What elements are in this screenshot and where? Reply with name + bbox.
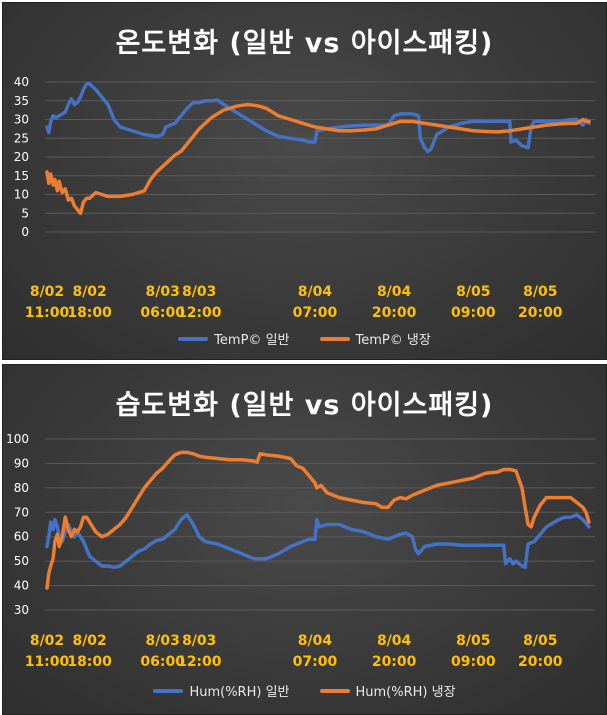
hum-y-tick-label: 80 [14,481,29,495]
temp-x-tick-date: 8/02 [30,284,64,300]
temp-x-tick-date: 8/04 [377,284,412,300]
hum-x-tick-date: 8/02 [72,633,106,649]
legend-item-hum-normal: Hum(%RH) 일반 [153,681,290,700]
temp-x-tick-time: 20:00 [518,305,563,321]
hum-y-tick-label: 60 [14,530,29,544]
humidity-chart-plot: 304050607080901008/0211:008/0218:008/030… [6,432,595,670]
temp-y-tick-label: 20 [14,150,29,164]
temperature-chart-title: 온도변화 (일반 vs 아이스패킹) [115,28,494,59]
legend-item-hum-cold: Hum(%RH) 냉장 [319,681,456,700]
legend-label-temp-cold: TemP© 냉장 [355,333,431,348]
legend-label-temp-normal: TemP© 일반 [214,333,290,348]
hum-y-tick-label: 100 [6,432,29,446]
humidity-chart-title: 습도변화 (일반 vs 아이스패킹) [115,390,494,421]
hum-y-tick-label: 90 [14,456,29,470]
hum-x-tick-time: 06:00 [140,654,185,670]
hum-y-tick-label: 40 [14,579,29,593]
legend-swatch-temp-normal [178,336,209,341]
hum-x-tick-time: 09:00 [451,654,496,670]
temp-x-tick-time: 18:00 [67,305,112,321]
temp-y-tick-label: 35 [14,94,29,108]
temp-x-tick-time: 12:00 [177,305,222,321]
hum-x-tick-time: 07:00 [293,654,338,670]
hum-x-tick-time: 18:00 [67,654,112,670]
temp-x-tick-date: 8/04 [298,284,333,300]
hum-x-tick-time: 20:00 [372,654,417,670]
temp-x-tick-date: 8/03 [182,284,216,300]
temperature-chart-panel: 온도변화 (일반 vs 아이스패킹) 0 5 10 15 20 25 30 35 40 8/02 1… [2,2,607,360]
temp-series-line-1 [45,102,591,216]
humidity-chart-legend: Hum(%RH) 일반 Hum(%RH) 냉장 [3,681,606,700]
temp-x-tick-date: 8/02 [72,284,106,300]
legend-swatch-hum-cold [319,688,350,693]
legend-item-temp-normal: TemP© 일반 [178,329,290,348]
hum-x-tick-date: 8/05 [523,633,557,649]
hum-series-line-0 [45,512,591,570]
humidity-chart-panel: 습도변화 (일반 vs 아이스패킹) 30 40 50 60 70 80 90 100 8/02… [2,364,607,715]
hum-x-tick-date: 8/03 [182,633,216,649]
legend-label-hum-normal: Hum(%RH) 일반 [189,685,290,700]
hum-x-tick-date: 8/05 [456,633,490,649]
temp-x-tick-date: 8/05 [523,284,557,300]
hum-y-tick-label: 50 [14,554,29,568]
temp-x-tick-time: 09:00 [451,305,496,321]
hum-y-tick-label: 70 [14,505,29,519]
hum-x-tick-time: 12:00 [177,654,222,670]
temp-y-tick-label: 15 [14,169,29,183]
temp-series-line-0 [45,82,591,154]
legend-item-temp-cold: TemP© 냉장 [319,329,431,348]
temp-x-tick-date: 8/05 [456,284,490,300]
temp-x-tick-date: 8/03 [146,284,180,300]
temp-x-tick-time: 06:00 [140,305,185,321]
hum-x-tick-date: 8/04 [298,633,333,649]
temperature-chart-plot: 05101520253035408/0211:008/0218:008/0306… [14,75,595,321]
temp-x-tick-time: 11:00 [25,305,70,321]
hum-x-tick-date: 8/04 [377,633,412,649]
temp-x-tick-time: 07:00 [293,305,338,321]
temp-y-tick-label: 40 [14,75,29,89]
temperature-chart-legend: TemP© 일반 TemP© 냉장 [3,329,606,348]
hum-x-tick-date: 8/03 [146,633,180,649]
temp-y-tick-label: 10 [14,188,29,202]
hum-y-tick-label: 30 [14,603,29,617]
temp-y-tick-label: 5 [21,206,29,220]
temp-y-tick-label: 30 [14,113,29,127]
temp-y-tick-label: 25 [14,131,29,145]
hum-x-tick-time: 11:00 [25,654,70,670]
temp-y-tick-label: 0 [21,225,29,239]
legend-label-hum-cold: Hum(%RH) 냉장 [355,685,456,700]
hum-series-line-1 [45,450,591,590]
legend-swatch-temp-cold [319,336,350,341]
temp-x-tick-time: 20:00 [372,305,417,321]
hum-x-tick-time: 20:00 [518,654,563,670]
legend-swatch-hum-normal [153,688,184,693]
hum-x-tick-date: 8/02 [30,633,64,649]
